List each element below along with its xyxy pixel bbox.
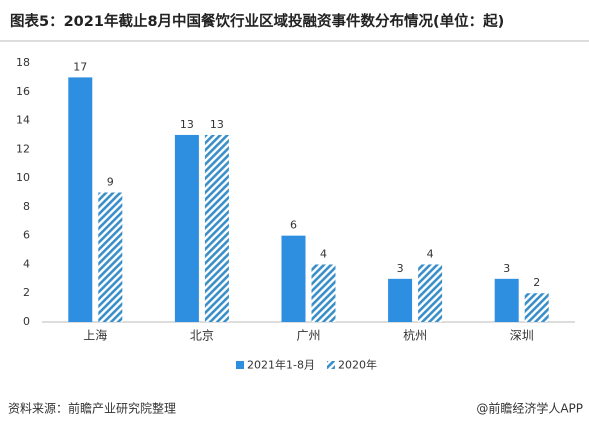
y-tick-label: 12 — [16, 142, 30, 155]
legend-label: 2021年1-8月 — [247, 358, 315, 372]
y-tick-label: 18 — [16, 56, 30, 69]
bar — [204, 134, 229, 322]
data-label: 9 — [107, 176, 114, 189]
x-tick-label: 北京 — [190, 329, 214, 343]
x-tick-label: 深圳 — [510, 329, 534, 343]
bar — [311, 264, 336, 322]
data-label: 2 — [533, 276, 540, 289]
data-label: 13 — [180, 118, 194, 131]
data-label: 17 — [73, 60, 87, 73]
bar — [98, 192, 123, 322]
legend-swatch — [326, 361, 335, 369]
data-label: 4 — [320, 247, 327, 260]
y-tick-label: 4 — [23, 257, 30, 270]
y-tick-label: 0 — [23, 315, 30, 328]
y-tick-label: 16 — [16, 85, 30, 98]
data-label: 13 — [210, 118, 224, 131]
x-tick-label: 广州 — [296, 329, 320, 343]
bar — [281, 235, 306, 322]
bar — [68, 77, 93, 322]
legend-label: 2020年 — [338, 358, 377, 372]
bar — [388, 278, 413, 322]
credit: @前瞻经济学人APP — [476, 401, 583, 416]
data-label: 4 — [427, 247, 434, 260]
bar — [524, 293, 549, 322]
source: 资料来源：前瞻产业研究院整理 — [8, 401, 176, 416]
legend-swatch — [236, 361, 244, 369]
y-tick-label: 2 — [23, 286, 30, 299]
chart-title: 图表5：2021年截止8月中国餐饮行业区域投融资事件数分布情况(单位：起) — [10, 12, 504, 30]
x-tick-label: 杭州 — [403, 328, 427, 343]
data-label: 3 — [397, 262, 404, 275]
y-tick-label: 14 — [16, 114, 30, 127]
data-label: 3 — [503, 262, 510, 275]
bar — [494, 278, 519, 322]
x-tick-label: 上海 — [83, 328, 107, 343]
data-label: 6 — [290, 219, 297, 232]
y-tick-label: 6 — [23, 229, 30, 242]
bar — [418, 264, 443, 322]
y-tick-label: 8 — [23, 200, 30, 213]
y-tick-label: 10 — [16, 171, 30, 184]
bar — [174, 134, 199, 322]
